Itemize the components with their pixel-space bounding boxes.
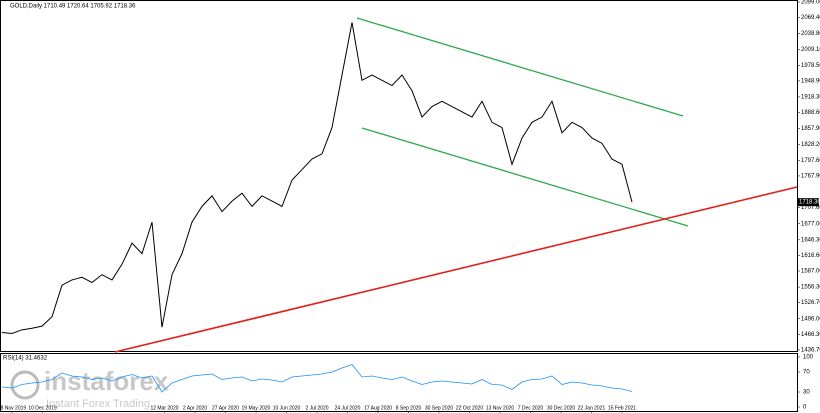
tagline: Instant Forex Trading (46, 398, 150, 410)
y-tick-label: 1797.60 (801, 158, 820, 164)
x-tick-label: 7 Dec 2020 (518, 405, 544, 411)
support-line (114, 186, 798, 353)
x-tick-label: 24 Jul 2020 (335, 405, 361, 411)
y-tick-label: 2038.80 (801, 31, 820, 37)
channel-lower (361, 127, 689, 227)
chart-title: GOLD,Daily 1710.49 1720.64 1705.92 1718.… (10, 4, 136, 10)
y-tick-label: 2009.10 (801, 47, 820, 53)
y-tick-label: 1436.70 (801, 348, 820, 354)
y-tick-label: 1587.00 (801, 269, 820, 275)
y-tick-label: 1857.90 (801, 126, 820, 132)
y-tick-label: 1466.30 (801, 332, 820, 338)
y-tick-label: 1828.20 (801, 142, 820, 148)
y-tick-label: 2069.40 (801, 15, 820, 21)
x-tick-label: 12 Mar 2020 (150, 405, 178, 411)
y-tick-label: 1496.00 (801, 316, 820, 322)
x-tick-label: 27 Apr 2020 (212, 405, 239, 411)
price-line (1, 22, 633, 335)
rsi-line (1, 364, 633, 393)
y-tick-label: 1948.90 (801, 78, 820, 84)
x-tick-label: 17 Aug 2020 (364, 405, 392, 411)
rsi-tick-label: 0 (803, 405, 807, 411)
x-tick-label: 8 Sep 2020 (396, 405, 422, 411)
rsi-label: RSI(14) 31.4632 (3, 356, 48, 362)
rsi-tick-label: 30 (803, 390, 810, 396)
logo: instaforex Instant Forex Trading (10, 366, 169, 410)
y-tick-label: 1556.30 (801, 285, 820, 291)
x-tick-label: 10 Dec 2019 (28, 405, 57, 411)
y-tick-label: 1707.60 (801, 205, 820, 211)
y-tick-label: 1616.60 (801, 253, 820, 259)
y-tick-label: 1677.00 (801, 221, 820, 227)
last-price: 1718.36 (799, 200, 820, 206)
y-tick-label: 1646.30 (801, 237, 820, 243)
brand: instaforex (44, 366, 169, 396)
y-tick-label: 1526.70 (801, 300, 820, 306)
rsi-frame (0, 353, 798, 412)
y-tick-label: 2099.00 (801, 0, 820, 6)
x-tick-label: 22 Jan 2021 (578, 405, 606, 411)
logo-icon (10, 370, 40, 400)
x-tick-label: 30 Dec 2020 (547, 405, 576, 411)
y-tick-label: 1918.30 (801, 95, 820, 101)
x-tick-label: 10 Jun 2020 (273, 405, 301, 411)
x-tick-label: 13 Nov 2020 (486, 405, 515, 411)
x-tick-label: 19 May 2020 (242, 405, 271, 411)
x-tick-label: 30 Sep 2020 (425, 405, 454, 411)
x-tick-label: 2 Jul 2020 (305, 405, 328, 411)
rsi-tick-label: 70 (803, 370, 810, 376)
last-price-box (797, 198, 819, 207)
y-tick-label: 1767.90 (801, 174, 820, 180)
y-tick-label: 1888.60 (801, 110, 820, 116)
rsi-tick-label: 100 (803, 355, 814, 361)
x-tick-label: 2 Apr 2020 (183, 405, 207, 411)
main-frame (0, 0, 798, 352)
y-tick-label: 1978.50 (801, 63, 820, 69)
x-tick-label: 18 Nov 2019 (0, 405, 26, 411)
x-tick-label: 15 Feb 2021 (608, 405, 636, 411)
x-tick-label: 22 Oct 2020 (456, 405, 483, 411)
channel-upper (356, 17, 684, 117)
